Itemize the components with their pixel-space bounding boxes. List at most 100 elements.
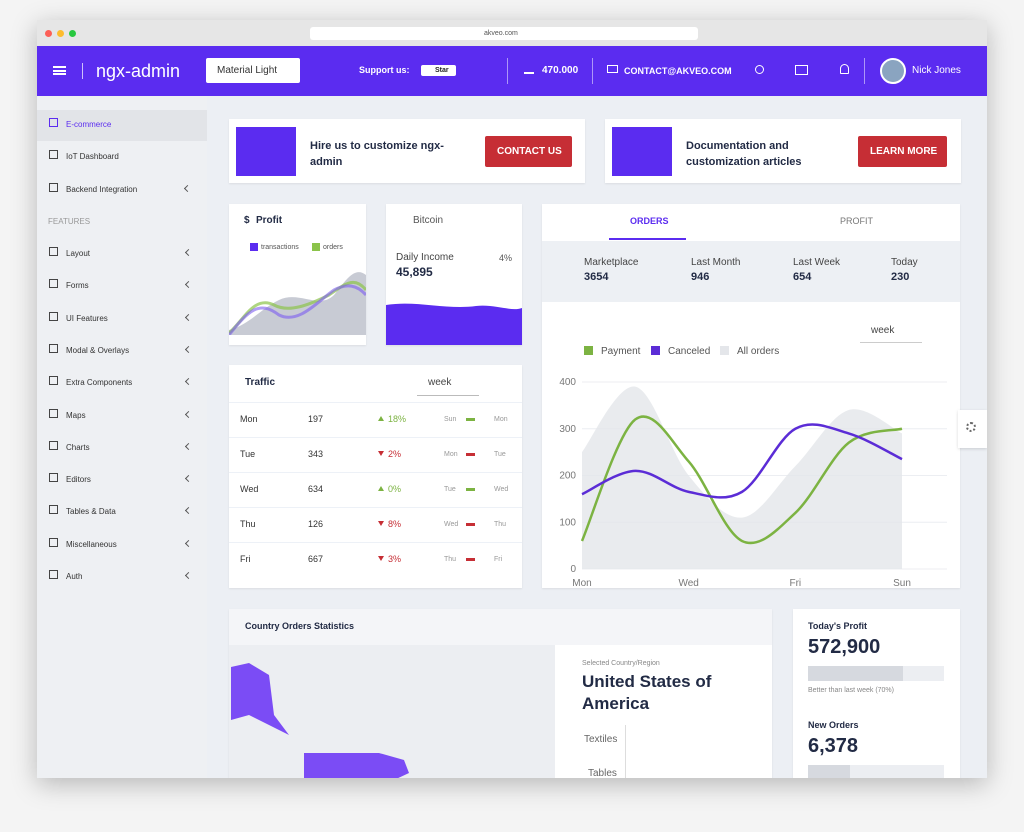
alaska <box>231 663 289 735</box>
summary-card <box>793 609 960 778</box>
theme: Material Light <box>217 65 278 76</box>
menu-item[interactable]: Forms <box>66 281 89 291</box>
x-tick-label: Fri <box>789 578 801 588</box>
y-tick-label: 200 <box>559 471 576 482</box>
support: Support us: <box>359 65 410 75</box>
menu-item[interactable]: IoT Dashboard <box>66 152 119 162</box>
menu-icon <box>49 473 58 483</box>
profit-mini-chart <box>229 272 366 335</box>
brand[interactable]: ngx-admin <box>96 61 181 81</box>
menu-item[interactable]: Extra Components <box>66 378 133 388</box>
menu-icon <box>49 408 58 418</box>
day: Tue <box>240 449 256 459</box>
menu-icon[interactable] <box>53 66 66 75</box>
period-select[interactable] <box>860 342 922 343</box>
legend-label: transactions <box>261 244 299 251</box>
compare-bar <box>466 418 475 421</box>
legend-swatch <box>312 243 320 251</box>
day: Fri <box>240 554 251 564</box>
compare-bar <box>466 488 475 491</box>
download-icon <box>524 64 534 74</box>
url-bar[interactable] <box>310 27 698 40</box>
contact[interactable]: CONTACT@AKVEO.COM <box>624 66 732 76</box>
progress-fill <box>808 666 903 681</box>
menu-item[interactable]: Auth <box>66 572 83 581</box>
prev-label: Thu <box>444 556 457 563</box>
legend-swatch <box>584 346 593 355</box>
user-name[interactable]: Nick Jones <box>912 65 961 76</box>
menu-item[interactable]: UI Features <box>66 313 108 323</box>
profit-label: Today's Profit <box>808 621 867 631</box>
menu-item[interactable]: Modal & Overlays <box>66 345 130 355</box>
currency-select[interactable]: Bitcoin <box>413 215 444 226</box>
max-dot[interactable] <box>69 30 76 37</box>
compare-bar <box>466 453 475 456</box>
menu-item[interactable]: Charts <box>66 442 90 452</box>
banner-text: Hire us to customize ngx-admin <box>310 140 444 168</box>
menu-icon <box>49 182 58 192</box>
menu-item[interactable]: Tables & Data <box>66 507 116 517</box>
y-tick-label: 100 <box>559 517 576 528</box>
banner-button[interactable] <box>858 136 947 167</box>
line <box>580 415 903 545</box>
messages-icon[interactable] <box>795 65 808 75</box>
value: 667 <box>308 554 324 564</box>
progress-fill <box>808 765 850 778</box>
close-dot[interactable] <box>45 30 52 37</box>
tab-underline <box>609 238 686 240</box>
menu-item[interactable]: E-commerce <box>66 120 112 129</box>
value: 634 <box>308 484 324 494</box>
menu-item[interactable]: Layout <box>66 249 91 258</box>
menu-icon <box>49 311 58 321</box>
value: 343 <box>308 449 324 459</box>
mini-area <box>386 303 522 345</box>
avatar[interactable] <box>880 58 906 84</box>
arrow-down <box>378 451 384 456</box>
selected-country: United States of America <box>582 672 712 713</box>
arrow-down <box>378 521 384 526</box>
current-label: Mon <box>494 416 508 423</box>
menu-item[interactable]: Backend Integration <box>66 184 138 194</box>
x-tick-label: Mon <box>572 578 591 588</box>
bell-icon[interactable] <box>840 64 849 74</box>
prev-label: Tue <box>444 486 456 493</box>
divider <box>507 58 508 84</box>
stat-value: 3654 <box>584 271 609 283</box>
legend-label: Payment <box>601 346 641 357</box>
star: Star <box>435 67 449 74</box>
stat-label: Today <box>891 257 918 268</box>
stat-value: 230 <box>891 271 910 283</box>
arrow-down <box>378 556 384 561</box>
star-badge[interactable] <box>421 65 456 76</box>
y-tick-label: 400 <box>559 377 576 388</box>
tab[interactable]: ORDERS <box>630 216 669 226</box>
banner-button[interactable] <box>485 136 572 167</box>
mail-icon <box>607 65 618 73</box>
banner-icon <box>612 127 672 176</box>
legend-label: Canceled <box>668 346 710 357</box>
theme-select[interactable] <box>206 58 300 83</box>
value: 126 <box>308 519 324 529</box>
menu-icon <box>49 279 58 289</box>
category: Textiles <box>584 734 618 745</box>
map <box>229 645 555 778</box>
menu-item[interactable]: Miscellaneous <box>66 539 117 549</box>
chart-period[interactable]: week <box>871 325 895 336</box>
legend-swatch <box>720 346 729 355</box>
traffic-period[interactable]: week <box>428 377 452 388</box>
menu-icon <box>49 440 58 450</box>
min-dot[interactable] <box>57 30 64 37</box>
compare-bar <box>466 523 475 526</box>
downloads: 470.000 <box>542 65 579 76</box>
profit-value: 572,900 <box>808 636 881 658</box>
map-shapes <box>231 663 409 778</box>
browser-window: akveo.com ngx-admin Material Light Suppo… <box>37 20 987 778</box>
search-icon[interactable] <box>755 65 764 74</box>
category: Tables <box>588 768 617 779</box>
menu-item[interactable]: Maps <box>66 410 86 420</box>
menu-item[interactable]: Editors <box>66 475 91 485</box>
sidebar <box>37 96 207 778</box>
tab[interactable]: PROFIT <box>840 216 873 226</box>
x-tick-label: Sun <box>893 578 911 588</box>
arrow-up <box>378 486 384 491</box>
